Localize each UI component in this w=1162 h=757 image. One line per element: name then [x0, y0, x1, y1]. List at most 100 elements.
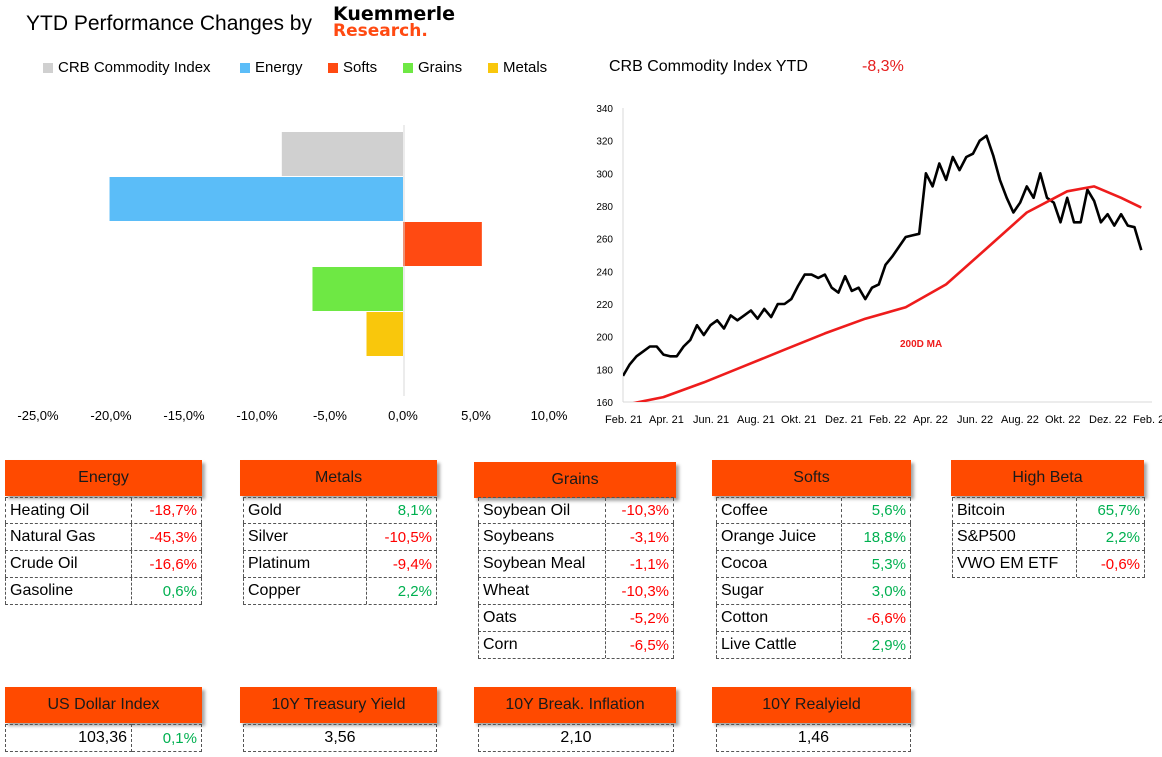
row-value: 2,2% [1077, 524, 1145, 550]
table-row: Soybean Meal -1,1% [478, 551, 674, 578]
row-value: -0,6% [1077, 551, 1145, 577]
softs-table-header: Softs [712, 460, 911, 496]
ma-annotation: 200D MA [900, 339, 942, 350]
table-row: Corn -6,5% [478, 632, 674, 659]
row-value: 65,7% [1077, 498, 1145, 523]
grains-table-header: Grains [474, 462, 676, 498]
row-name: Soybean Meal [478, 551, 606, 577]
energy-table-header: Energy [5, 460, 202, 496]
energy-table: Heating Oil -18,7% Natural Gas -45,3% Crude … [5, 497, 202, 605]
table-row: Heating Oil -18,7% [5, 497, 202, 524]
bar-crb-commodity-index [281, 132, 403, 176]
row-value: -10,3% [606, 498, 674, 523]
row-name: VWO EM ETF [952, 551, 1077, 577]
usd-index-values: 103,36 0,1% [5, 724, 202, 752]
row-value: 8,1% [367, 498, 437, 523]
x-tick-label: Feb. 21 [605, 414, 642, 426]
y-tick-label: 280 [596, 202, 613, 213]
legend-swatch [488, 62, 498, 73]
table-row: Copper 2,2% [243, 578, 437, 605]
metals-table: Gold 8,1% Silver -10,5% Platinum -9,4% Copper 2… [243, 497, 437, 605]
grains-table: Soybean Oil -10,3% Soybeans -3,1% Soybean Me… [478, 497, 674, 659]
row-name: Corn [478, 632, 606, 658]
row-value: -5,2% [606, 605, 674, 631]
x-tick-label: Okt. 21 [781, 414, 816, 426]
row-value: -45,3% [132, 524, 202, 550]
row-name: Silver [243, 524, 367, 550]
breakeven-inflation-value: 2,10 [478, 724, 674, 752]
x-tick-label: -20,0% [90, 408, 132, 423]
metals-table-header: Metals [240, 460, 437, 496]
row-name: Orange Juice [716, 524, 842, 550]
highbeta-table-header: High Beta [951, 460, 1144, 496]
row-value: 3,0% [842, 578, 911, 604]
row-value: -1,1% [606, 551, 674, 577]
x-tick-label: -25,0% [17, 408, 59, 423]
row-value: 2,9% [842, 632, 911, 658]
table-row: Platinum -9,4% [243, 551, 437, 578]
row-name: Live Cattle [716, 632, 842, 658]
row-name: Crude Oil [5, 551, 132, 577]
row-name: Soybean Oil [478, 498, 606, 523]
table-row: Wheat -10,3% [478, 578, 674, 605]
table-row: VWO EM ETF -0,6% [952, 551, 1145, 578]
table-row: Soybeans -3,1% [478, 524, 674, 551]
legend-swatch [328, 62, 338, 73]
bar-energy [109, 177, 403, 221]
y-tick-label: 180 [596, 365, 613, 376]
ma-200d-line [632, 185, 1142, 402]
y-tick-label: 340 [596, 104, 613, 115]
row-name: Cocoa [716, 551, 842, 577]
line-chart-ytd-change: -8,3% [862, 58, 904, 75]
x-tick-label: -10,0% [236, 408, 278, 423]
usd-index-header: US Dollar Index [5, 687, 202, 723]
legend-label: Softs [343, 59, 378, 76]
row-name: Copper [243, 578, 367, 604]
row-value: -10,3% [606, 578, 674, 604]
brand-logo: Kuemmerle Research. [333, 5, 455, 41]
x-tick-label: 5,0% [461, 408, 491, 423]
row-value: -10,5% [367, 524, 437, 550]
row-value: 18,8% [842, 524, 911, 550]
realyield-header: 10Y Realyield [712, 687, 911, 723]
row-value: -18,7% [132, 498, 202, 523]
highbeta-table: Bitcoin 65,7% S&P500 2,2% VWO EM ETF -0,6% [952, 497, 1145, 578]
line-chart-title: CRB Commodity Index YTD [609, 58, 808, 75]
row-value: -16,6% [132, 551, 202, 577]
y-tick-label: 300 [596, 169, 613, 180]
legend-swatch [403, 62, 413, 73]
y-tick-label: 160 [596, 398, 613, 409]
legend-item-energy: Energy [240, 59, 303, 76]
row-name: Heating Oil [5, 498, 132, 523]
table-row: Oats -5,2% [478, 605, 674, 632]
bar-grains [312, 267, 403, 311]
logo-line2: Research. [333, 21, 428, 41]
row-name: Soybeans [478, 524, 606, 550]
row-name: Coffee [716, 498, 842, 523]
table-row: Coffee 5,6% [716, 497, 911, 524]
x-tick-label: 10,0% [531, 408, 568, 423]
table-row: Bitcoin 65,7% [952, 497, 1145, 524]
legend-item-grains: Grains [403, 59, 462, 76]
x-tick-label: Dez. 21 [825, 414, 863, 426]
y-tick-label: 220 [596, 300, 613, 311]
table-row: Crude Oil -16,6% [5, 551, 202, 578]
table-row: Cocoa 5,3% [716, 551, 911, 578]
crb-index-line [623, 134, 1143, 377]
table-row: Soybean Oil -10,3% [478, 497, 674, 524]
row-name: Natural Gas [5, 524, 132, 550]
x-tick-label: Apr. 22 [913, 414, 948, 426]
realyield-value: 1,46 [716, 724, 911, 752]
x-tick-label: Dez. 22 [1089, 414, 1127, 426]
row-value: 0,6% [132, 578, 202, 604]
table-row: Natural Gas -45,3% [5, 524, 202, 551]
legend-label: Energy [255, 59, 303, 76]
legend-label: Metals [503, 59, 548, 76]
line-chart: 160 180 200 220 240 260 280 300 320 340 Feb. 21 Ap… [596, 104, 1162, 426]
bar-metals [366, 312, 403, 356]
table-row: Gasoline 0,6% [5, 578, 202, 605]
legend-item-softs: Softs [328, 59, 377, 76]
x-tick-label: Feb. 22 [869, 414, 906, 426]
row-name: Cotton [716, 605, 842, 631]
x-tick-label: -15,0% [163, 408, 205, 423]
